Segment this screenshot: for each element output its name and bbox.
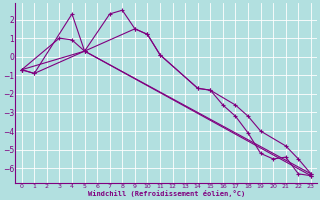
X-axis label: Windchill (Refroidissement éolien,°C): Windchill (Refroidissement éolien,°C) [88, 190, 245, 197]
